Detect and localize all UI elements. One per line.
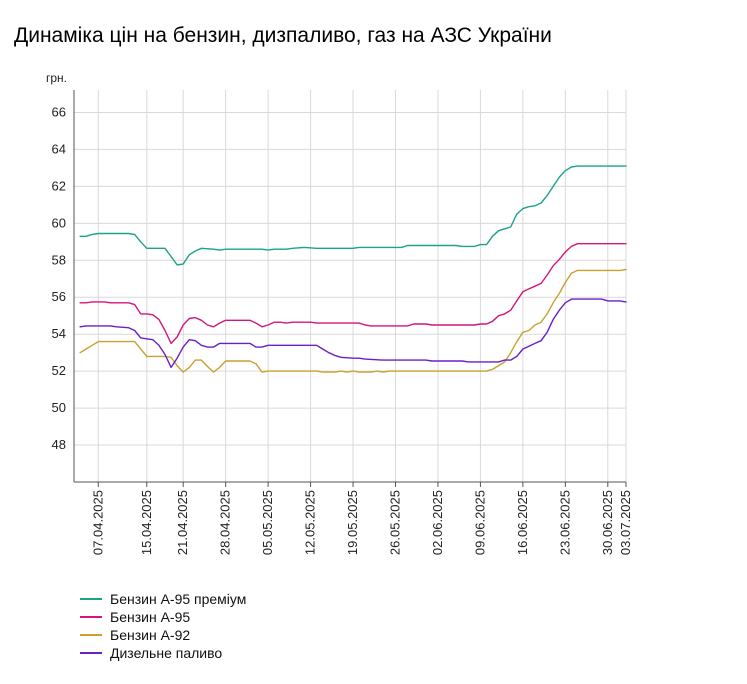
x-tick-label: 16.06.2025 — [515, 490, 530, 555]
series-line — [79, 165, 627, 266]
x-tick-label: 03.07.2025 — [618, 490, 633, 555]
x-tick-label: 05.05.2025 — [260, 490, 275, 555]
legend-swatch — [80, 634, 102, 636]
x-tick-label: 15.04.2025 — [139, 490, 154, 555]
series-line — [79, 298, 627, 369]
legend-label: Бензин А-92 — [110, 627, 191, 643]
chart-title: Динаміка цін на бензин, дизпаливо, газ н… — [14, 24, 552, 47]
legend-label: Бензин А-95 — [110, 609, 191, 625]
x-tick-labels: 07.04.2025 15.04.2025 21.04.2025 28.04.2025… — [90, 490, 633, 555]
series-line — [79, 242, 627, 345]
y-tick-label: 48 — [52, 437, 66, 452]
y-tick-labels: 48 50 52 54 56 58 60 62 64 66 — [52, 104, 66, 452]
x-tick-label: 21.04.2025 — [175, 490, 190, 555]
y-tick-label: 58 — [52, 252, 66, 267]
legend-label: Дизельне паливо — [110, 645, 223, 661]
x-tick-label: 30.06.2025 — [600, 490, 615, 555]
legend-item[interactable]: Бензин А-92 — [80, 626, 246, 644]
legend-swatch — [80, 616, 102, 618]
y-axis-unit-label: грн. — [46, 71, 67, 85]
x-tick-label: 07.04.2025 — [90, 490, 105, 555]
x-tick-label: 09.06.2025 — [472, 490, 487, 555]
grid-lines — [74, 90, 627, 482]
y-tick-label: 60 — [52, 215, 66, 230]
x-tick-label: 28.04.2025 — [218, 490, 233, 555]
y-tick-label: 54 — [52, 326, 66, 341]
axes — [73, 90, 627, 487]
y-tick-label: 62 — [52, 178, 66, 193]
x-tick-label: 02.06.2025 — [430, 490, 445, 555]
x-tick-label: 19.05.2025 — [345, 490, 360, 555]
y-tick-label: 64 — [52, 141, 66, 156]
legend-swatch — [80, 652, 102, 654]
legend: Бензин А-95 преміум Бензин А-95 Бензин А-9… — [80, 590, 246, 662]
x-tick-label: 26.05.2025 — [387, 490, 402, 555]
series-lines — [79, 165, 627, 373]
legend-item[interactable]: Бензин А-95 — [80, 608, 246, 626]
y-tick-label: 52 — [52, 363, 66, 378]
legend-label: Бензин А-95 преміум — [110, 591, 247, 607]
legend-swatch — [80, 598, 102, 600]
legend-item[interactable]: Бензин А-95 преміум — [80, 590, 246, 608]
x-tick-label: 23.06.2025 — [557, 490, 572, 555]
y-tick-label: 50 — [52, 400, 66, 415]
y-tick-label: 66 — [52, 104, 66, 119]
legend-item[interactable]: Дизельне паливо — [80, 644, 246, 662]
x-tick-label: 12.05.2025 — [303, 490, 318, 555]
series-line — [79, 268, 627, 373]
y-tick-label: 56 — [52, 289, 66, 304]
